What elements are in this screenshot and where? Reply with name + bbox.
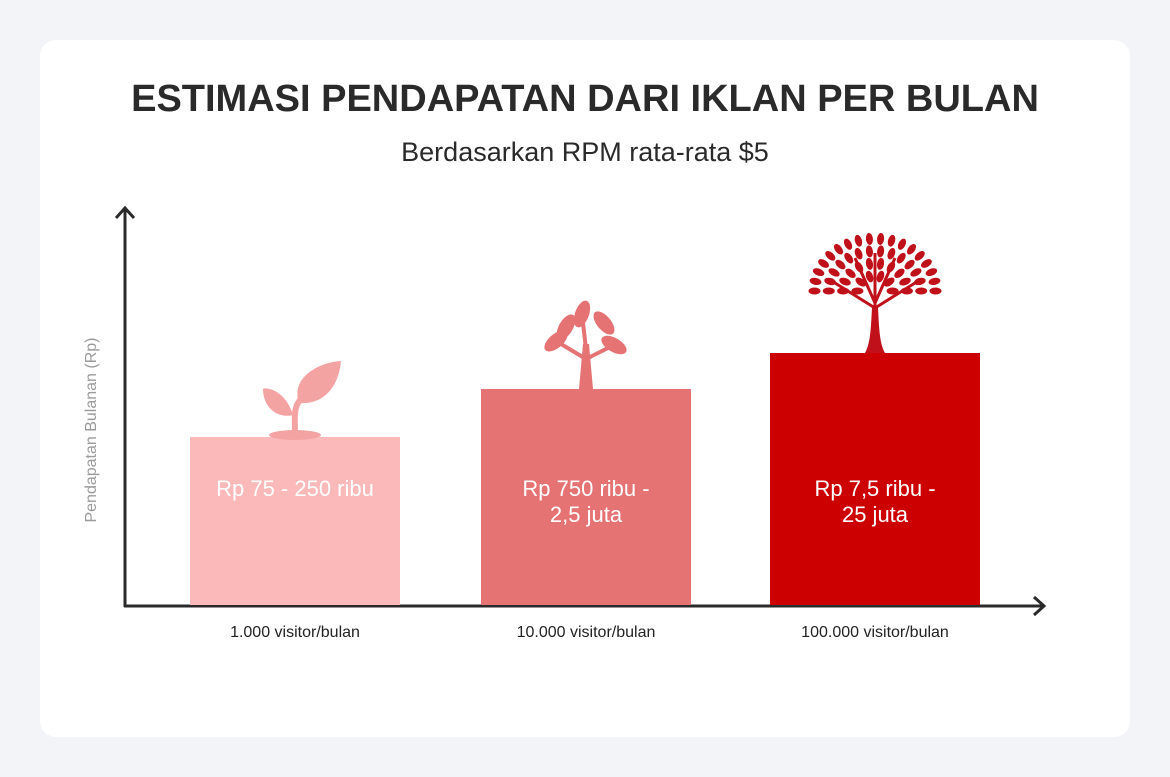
bar (770, 353, 980, 605)
leaf (915, 287, 928, 295)
leaf (822, 287, 835, 295)
bar-label-line: Rp 750 ribu - (522, 476, 650, 501)
leaf (899, 277, 911, 286)
leaf (854, 234, 863, 247)
bar-label-line: Rp 7,5 ribu - (814, 476, 936, 501)
leaf (833, 244, 844, 255)
leaf (851, 287, 864, 295)
leaf (593, 311, 615, 335)
trunk (579, 344, 593, 389)
leaf (824, 277, 837, 286)
branch (554, 313, 615, 361)
leaf (887, 234, 896, 247)
leaf (865, 257, 874, 270)
axes (114, 205, 1047, 617)
plant-icon (263, 361, 341, 440)
leaf (556, 314, 576, 340)
leaf (865, 245, 873, 258)
leaf (877, 245, 885, 258)
leaf (910, 268, 922, 277)
trunk (865, 308, 885, 353)
leaf (865, 270, 874, 283)
leaf (297, 361, 341, 404)
bar-label-line: 2,5 juta (549, 502, 623, 527)
bar-label-line: Rp 75 - 250 ribu (216, 476, 374, 501)
bar-label: Rp 7,5 ribu -25 juta (770, 476, 980, 528)
category-label: 10.000 visitor/bulan (516, 624, 656, 641)
leaf (929, 287, 942, 295)
bar (481, 389, 691, 605)
leaf (914, 251, 925, 261)
leaf (828, 268, 840, 277)
leaf (894, 268, 905, 278)
leaf (886, 287, 899, 295)
leaf (913, 277, 926, 286)
leaf (887, 247, 896, 260)
leaf (845, 268, 856, 278)
bar-label: Rp 750 ribu -2,5 juta (481, 476, 691, 528)
leaf (897, 238, 907, 250)
category-label: 1.000 visitor/bulan (230, 624, 360, 641)
leaf (843, 238, 853, 250)
leaf (818, 259, 829, 268)
subtitle: Berdasarkan RPM rata-rata $5 (401, 137, 769, 167)
leaf (812, 268, 825, 277)
leaf (876, 270, 885, 283)
leaf (263, 388, 293, 416)
leaf (876, 257, 885, 270)
leaf (877, 232, 885, 245)
leaf (925, 268, 938, 277)
leaf (921, 259, 932, 268)
leaf (906, 244, 917, 255)
plant-icon (544, 300, 627, 389)
leaf (896, 252, 906, 264)
branches (834, 253, 916, 310)
leaf (839, 277, 851, 286)
leaf (854, 247, 863, 260)
title: ESTIMASI PENDAPATAN DARI IKLAN PER BULAN (131, 78, 1039, 120)
leaf (865, 232, 873, 245)
leaf (835, 259, 846, 270)
leaf (809, 277, 822, 286)
leaf (825, 251, 836, 261)
leaf (808, 287, 821, 295)
bar-label-line: 25 juta (841, 502, 909, 527)
category-label: 100.000 visitor/bulan (801, 624, 949, 641)
soil (269, 430, 321, 440)
bar-label: Rp 75 - 250 ribu (190, 476, 400, 502)
leaf (904, 259, 915, 270)
y-axis-label: Pendapatan Bulanan (Rp) (83, 337, 100, 523)
leaf (928, 277, 941, 286)
leaf (844, 252, 854, 264)
bar (190, 437, 400, 605)
plant-icon (808, 232, 942, 353)
